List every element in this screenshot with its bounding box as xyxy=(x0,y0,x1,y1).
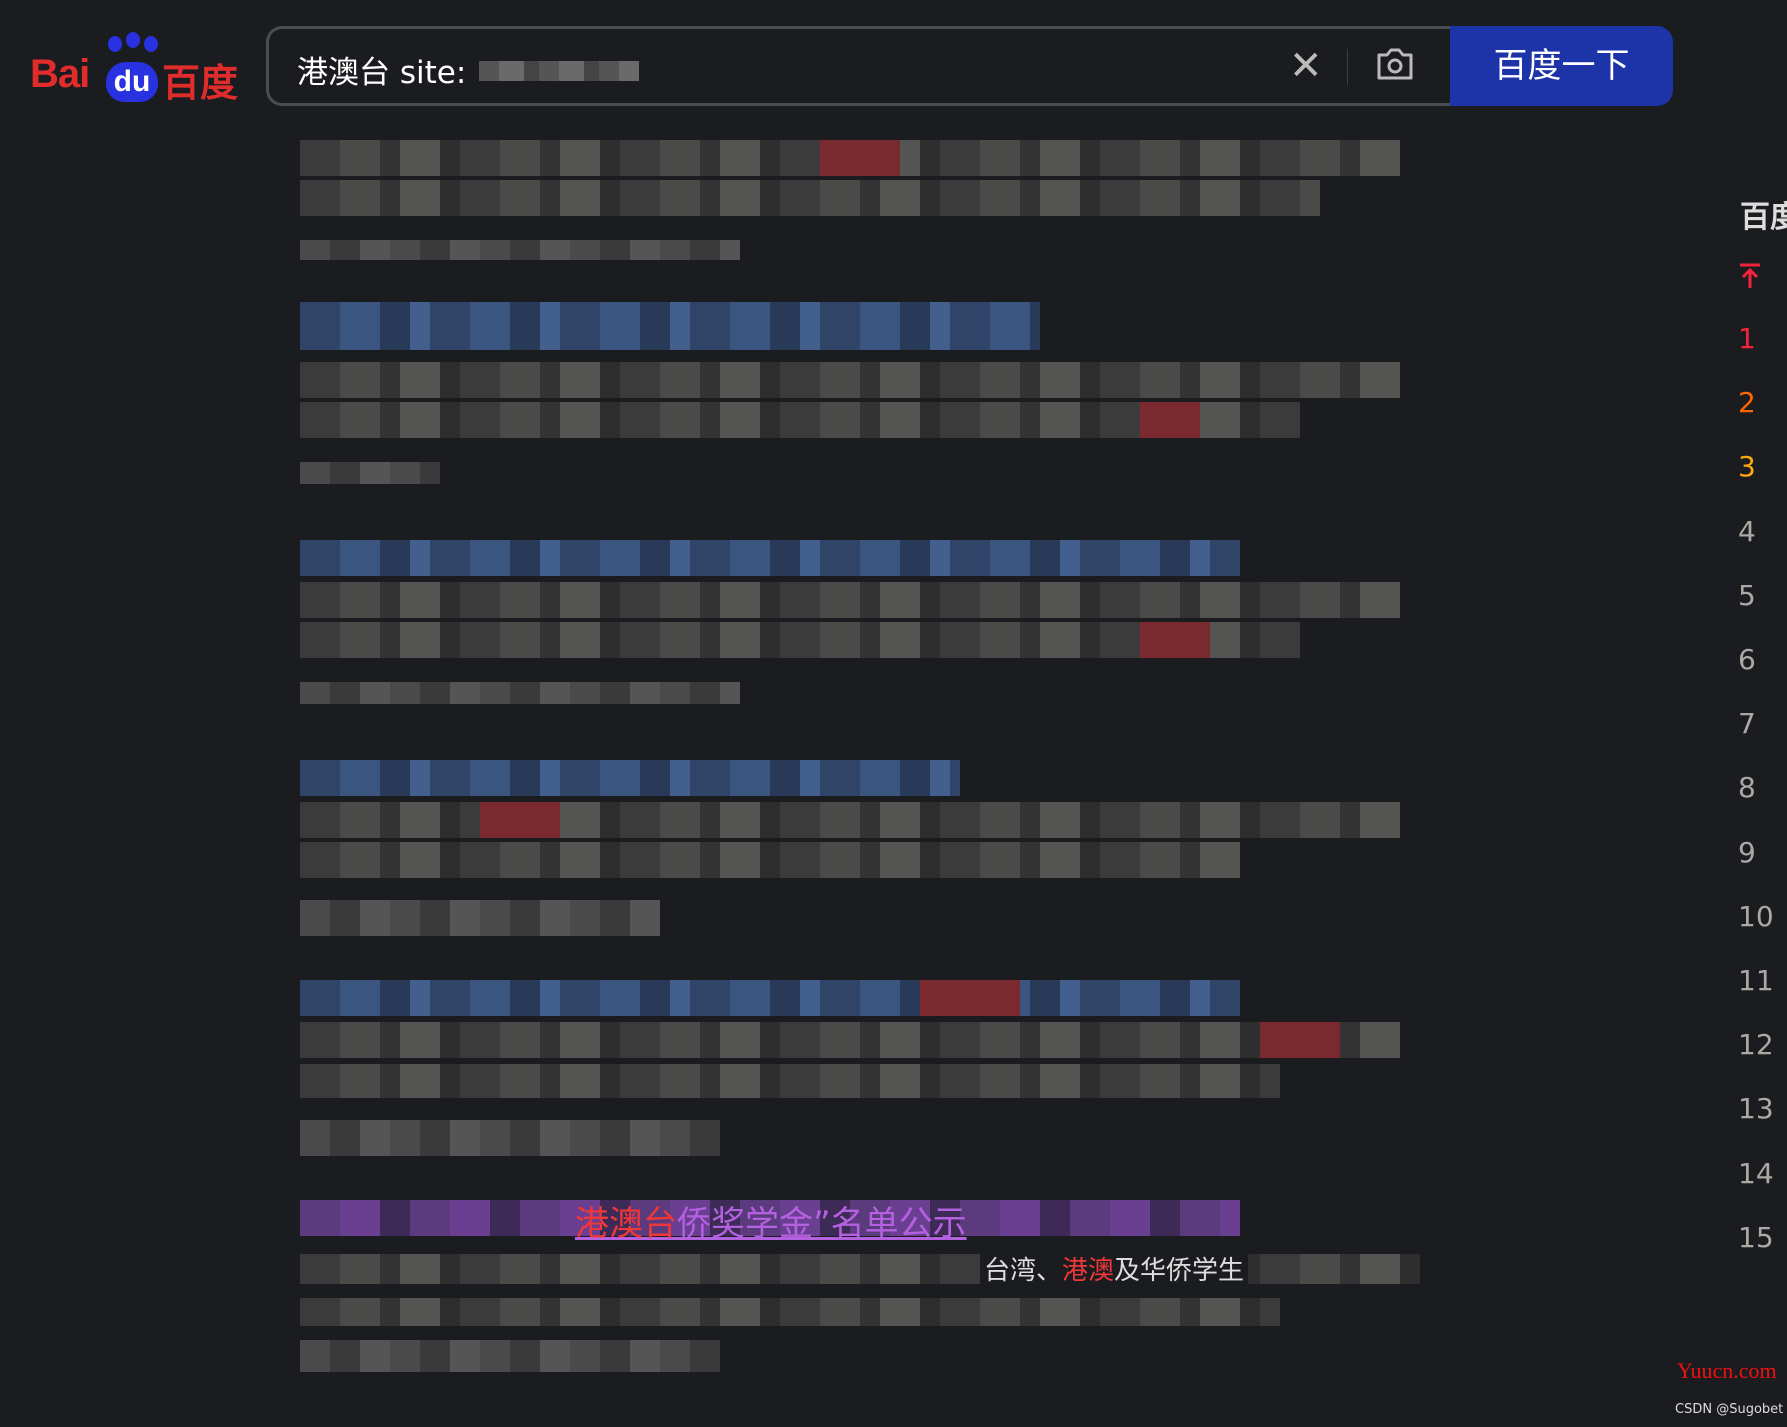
hot-list-item[interactable]: 14 xyxy=(1738,1157,1787,1190)
hot-list-item[interactable]: 7 xyxy=(1738,707,1787,740)
rank-number: 5 xyxy=(1738,578,1756,612)
result-title[interactable] xyxy=(300,302,1040,350)
rank-number: 14 xyxy=(1738,1156,1774,1190)
hot-list-item[interactable]: 12 xyxy=(1738,1028,1787,1061)
result-title[interactable] xyxy=(300,980,1240,1016)
redacted-url[interactable] xyxy=(300,240,740,260)
hot-list-item[interactable]: 2 xyxy=(1738,386,1787,419)
paw-icon xyxy=(108,36,122,52)
hot-list-item[interactable]: 10 xyxy=(1738,900,1787,933)
paw-icon xyxy=(144,36,158,52)
rank-number: 3 xyxy=(1738,450,1756,484)
rank-number: 12 xyxy=(1738,1028,1774,1062)
rank-number: 9 xyxy=(1738,835,1756,869)
rank-number: 11 xyxy=(1738,964,1774,997)
redacted-url[interactable] xyxy=(300,1340,720,1372)
hot-list-item[interactable]: 6 xyxy=(1738,643,1787,676)
divider xyxy=(1347,49,1348,85)
watermark: Yuucn.com xyxy=(1677,1358,1777,1383)
rank-number: 8 xyxy=(1738,771,1756,805)
camera-icon[interactable] xyxy=(1375,47,1415,81)
result-description: 台湾、港澳及华侨学生 xyxy=(980,1250,1249,1287)
redacted-text xyxy=(300,180,1320,216)
hot-list-item[interactable]: 3 xyxy=(1738,450,1787,483)
rank-number: 6 xyxy=(1738,643,1756,676)
hot-list-item[interactable]: 1 xyxy=(1738,322,1787,355)
hot-list-item[interactable]: 4 xyxy=(1738,515,1787,548)
redacted-url[interactable] xyxy=(300,462,440,484)
hot-list-item[interactable]: 15 xyxy=(1738,1221,1787,1254)
result-title[interactable]: 港澳台侨奖学金”名单公示 xyxy=(575,1204,967,1244)
result-title[interactable] xyxy=(300,540,1240,576)
redacted-url[interactable] xyxy=(300,1120,720,1156)
rank-number: 10 xyxy=(1738,899,1774,933)
hot-list-heading: 百度 xyxy=(1740,200,1787,235)
pin-top-icon xyxy=(1738,262,1762,297)
baidu-logo[interactable]: Bai du 百度 xyxy=(30,32,240,105)
search-box[interactable]: 港澳台 site: ✕ xyxy=(266,26,1456,106)
result-title[interactable] xyxy=(300,760,960,796)
close-icon[interactable]: ✕ xyxy=(1289,43,1323,89)
credit: CSDN @Sugobet xyxy=(1675,1402,1784,1417)
rank-number: 2 xyxy=(1738,386,1756,420)
rank-number: 15 xyxy=(1738,1220,1774,1254)
rank-number: 7 xyxy=(1738,707,1756,741)
rank-number: 4 xyxy=(1738,514,1756,548)
hot-list-item[interactable]: 8 xyxy=(1738,771,1787,804)
hot-list-item[interactable]: 13 xyxy=(1738,1092,1787,1125)
redacted-url[interactable] xyxy=(300,900,660,936)
rank-number: 13 xyxy=(1738,1092,1774,1126)
hot-list-item[interactable]: 9 xyxy=(1738,836,1787,869)
rank-number: 1 xyxy=(1738,322,1756,355)
search-input[interactable]: 港澳台 site: xyxy=(297,55,467,91)
hot-list-item[interactable]: 11 xyxy=(1738,964,1787,997)
search-button[interactable]: 百度一下 xyxy=(1450,26,1673,106)
hot-list-item[interactable]: 5 xyxy=(1738,579,1787,612)
redacted-url[interactable] xyxy=(300,682,740,704)
paw-icon xyxy=(126,32,140,48)
redacted-query xyxy=(479,61,639,81)
